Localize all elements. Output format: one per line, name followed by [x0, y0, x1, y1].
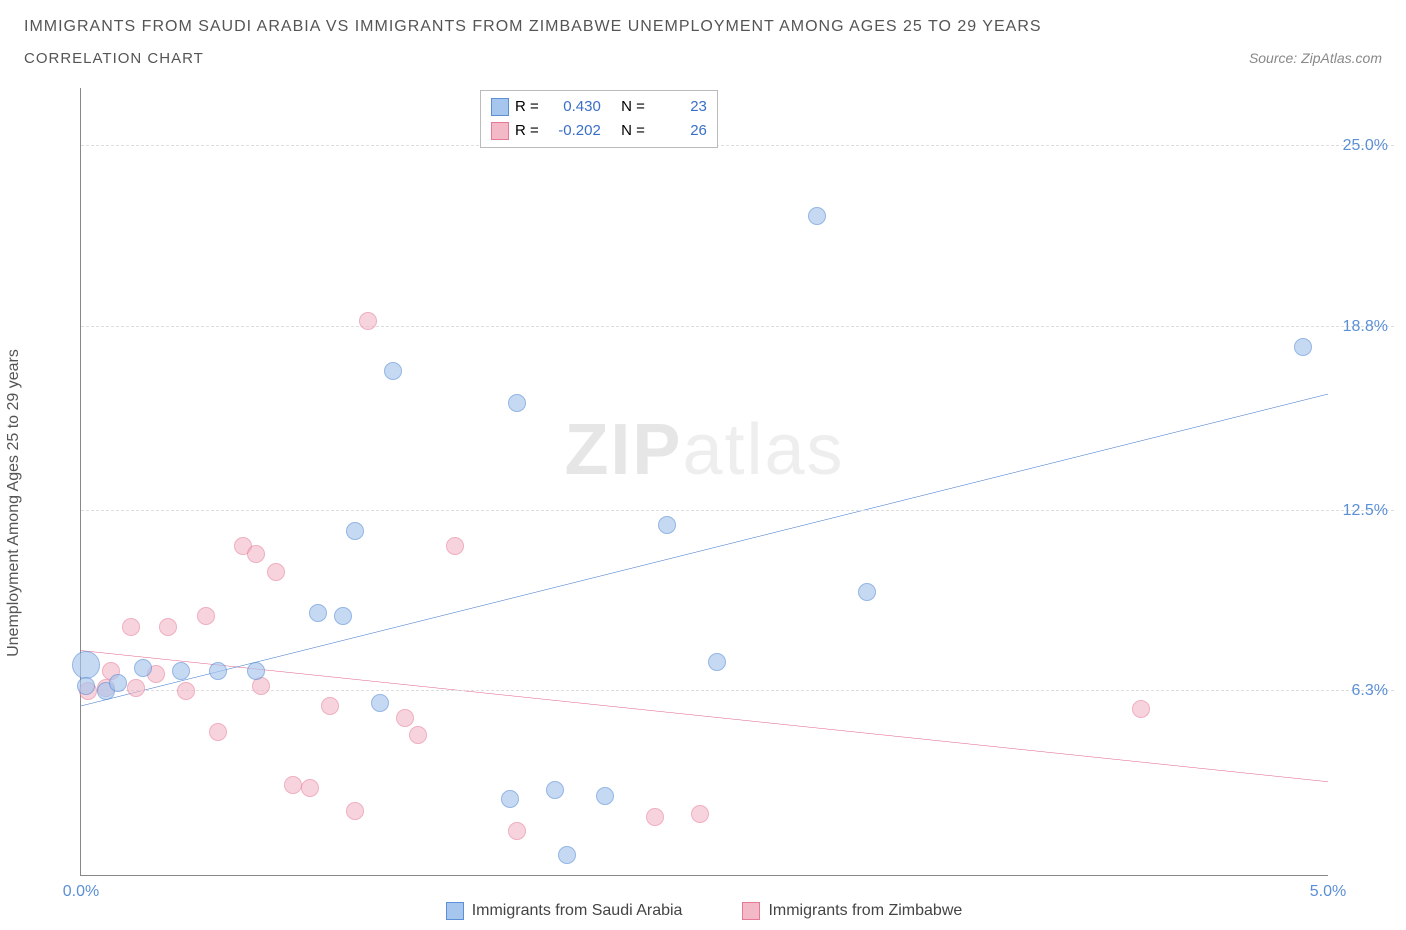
- data-point-zimbabwe: [284, 776, 302, 794]
- plot-area: ZIPatlas R = 0.430 N = 23 R = -0.202 N =…: [80, 88, 1328, 876]
- data-point-zimbabwe: [209, 723, 227, 741]
- y-tick-label: 12.5%: [1343, 502, 1388, 520]
- data-point-saudi: [658, 516, 676, 534]
- gridline: [81, 690, 1394, 691]
- swatch-zimbabwe: [491, 122, 509, 140]
- data-point-saudi: [172, 662, 190, 680]
- legend-item-saudi: Immigrants from Saudi Arabia: [446, 902, 683, 920]
- data-point-zimbabwe: [197, 607, 215, 625]
- data-point-saudi: [546, 781, 564, 799]
- data-point-saudi: [77, 677, 95, 695]
- data-point-saudi: [508, 394, 526, 412]
- data-point-zimbabwe: [646, 808, 664, 826]
- swatch-zimbabwe-bottom: [742, 902, 760, 920]
- data-point-zimbabwe: [1132, 700, 1150, 718]
- x-tick-label: 5.0%: [1310, 883, 1346, 901]
- data-point-saudi: [309, 604, 327, 622]
- data-point-saudi: [384, 362, 402, 380]
- data-point-saudi: [708, 653, 726, 671]
- legend-row-saudi: R = 0.430 N = 23: [491, 95, 707, 119]
- correlation-legend: R = 0.430 N = 23 R = -0.202 N = 26: [480, 90, 718, 148]
- data-point-zimbabwe: [247, 545, 265, 563]
- chart-container: Unemployment Among Ages 25 to 29 years Z…: [24, 88, 1394, 918]
- r-value-saudi: 0.430: [545, 95, 601, 119]
- legend-label-zimbabwe: Immigrants from Zimbabwe: [768, 902, 962, 920]
- data-point-zimbabwe: [127, 679, 145, 697]
- data-point-saudi: [501, 790, 519, 808]
- chart-title: IMMIGRANTS FROM SAUDI ARABIA VS IMMIGRAN…: [24, 18, 1382, 36]
- legend-label-saudi: Immigrants from Saudi Arabia: [472, 902, 683, 920]
- legend-row-zimbabwe: R = -0.202 N = 26: [491, 119, 707, 143]
- data-point-zimbabwe: [177, 682, 195, 700]
- data-point-saudi: [558, 846, 576, 864]
- data-point-saudi: [858, 583, 876, 601]
- data-point-zimbabwe: [122, 618, 140, 636]
- trend-line: [81, 394, 1328, 706]
- data-point-zimbabwe: [301, 779, 319, 797]
- data-point-zimbabwe: [359, 312, 377, 330]
- data-point-saudi: [247, 662, 265, 680]
- data-point-zimbabwe: [159, 618, 177, 636]
- r-value-zimbabwe: -0.202: [545, 119, 601, 143]
- x-tick-label: 0.0%: [63, 883, 99, 901]
- data-point-saudi: [346, 522, 364, 540]
- n-value-zimbabwe: 26: [651, 119, 707, 143]
- watermark: ZIPatlas: [564, 409, 844, 491]
- y-tick-label: 18.8%: [1343, 318, 1388, 336]
- data-point-zimbabwe: [446, 537, 464, 555]
- data-point-zimbabwe: [396, 709, 414, 727]
- chart-subtitle: CORRELATION CHART: [24, 50, 204, 67]
- data-point-zimbabwe: [346, 802, 364, 820]
- n-value-saudi: 23: [651, 95, 707, 119]
- trend-lines: [81, 88, 1328, 875]
- data-point-zimbabwe: [267, 563, 285, 581]
- data-point-saudi: [72, 651, 100, 679]
- data-point-zimbabwe: [409, 726, 427, 744]
- data-point-saudi: [371, 694, 389, 712]
- data-point-zimbabwe: [508, 822, 526, 840]
- data-point-saudi: [134, 659, 152, 677]
- data-point-saudi: [1294, 338, 1312, 356]
- data-point-saudi: [209, 662, 227, 680]
- series-legend: Immigrants from Saudi Arabia Immigrants …: [80, 902, 1328, 920]
- legend-item-zimbabwe: Immigrants from Zimbabwe: [742, 902, 962, 920]
- data-point-saudi: [109, 674, 127, 692]
- data-point-zimbabwe: [321, 697, 339, 715]
- gridline: [81, 510, 1394, 511]
- data-point-zimbabwe: [691, 805, 709, 823]
- swatch-saudi: [491, 98, 509, 116]
- gridline: [81, 145, 1394, 146]
- y-tick-label: 25.0%: [1343, 137, 1388, 155]
- gridline: [81, 326, 1394, 327]
- y-axis-label: Unemployment Among Ages 25 to 29 years: [5, 349, 23, 657]
- source-attribution: Source: ZipAtlas.com: [1249, 50, 1382, 66]
- data-point-saudi: [334, 607, 352, 625]
- swatch-saudi-bottom: [446, 902, 464, 920]
- data-point-saudi: [596, 787, 614, 805]
- y-tick-label: 6.3%: [1352, 682, 1388, 700]
- data-point-saudi: [808, 207, 826, 225]
